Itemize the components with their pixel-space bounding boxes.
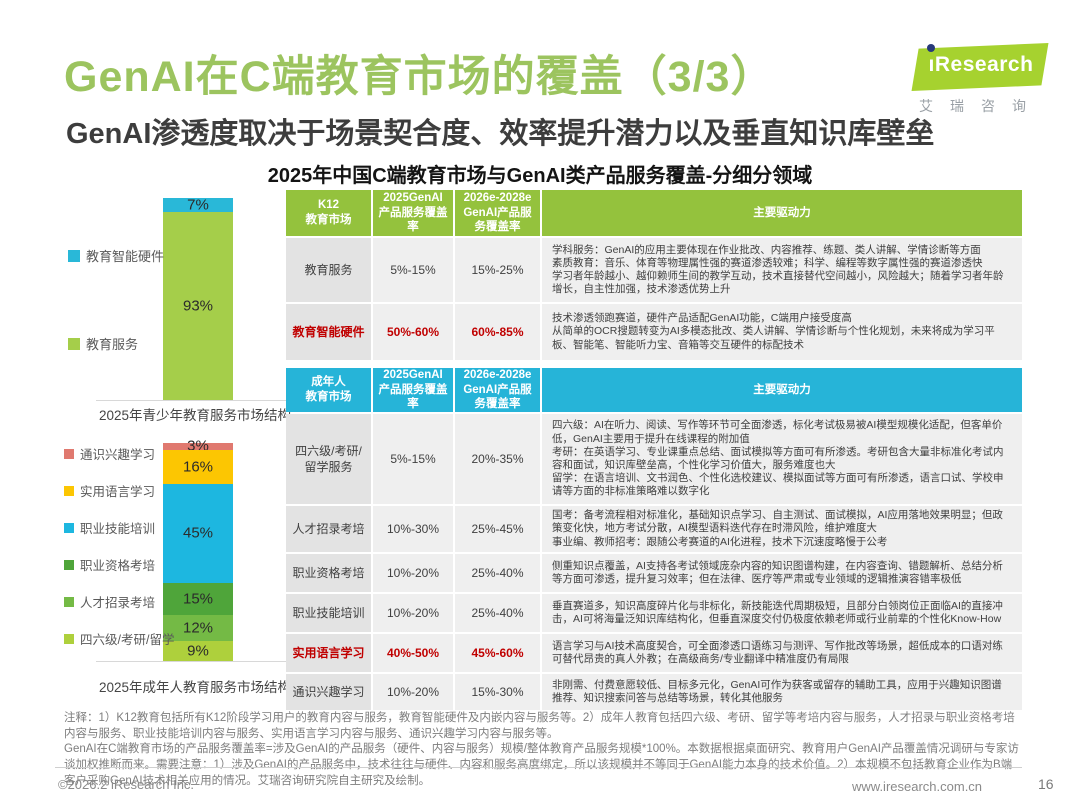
legend-item-general-interest: 通识兴趣学习	[64, 444, 155, 463]
row-label: 职业技能培训	[286, 594, 371, 632]
footnotes: 注释：1）K12教育包括所有K12阶段学习用户的教育内容与服务，教育智能硬件及内…	[64, 712, 1019, 787]
bar-segment-hardware: 7%	[163, 196, 233, 214]
footer-divider	[55, 767, 1022, 768]
coverage-2026-2028-value: 15%-30%	[455, 674, 540, 710]
legend-swatch-icon	[64, 559, 74, 570]
bar-segment-vocational-cert: 15%	[163, 582, 233, 616]
legend-item-language: 实用语言学习	[64, 481, 155, 500]
logo-dot-icon	[927, 44, 935, 52]
coverage-2025-value: 50%-60%	[373, 304, 453, 360]
drivers-cell: 国考：备考流程相对标准化，基础知识点学习、自主测试、面试模拟，AI应用落地效果明…	[542, 506, 1022, 552]
coverage-2026-2028-value: 60%-85%	[455, 304, 540, 360]
adult-market-stacked-bar: 3% 16% 45% 15% 12% 9%	[163, 438, 233, 661]
adult-chart-caption: 2025年成年人教育服务市场结构	[98, 680, 292, 695]
bar-segment-label: 7%	[187, 196, 209, 214]
drivers-cell: 非刚需、付费意愿较低、目标多元化，GenAI可作为获客或留存的辅助工具，应用于兴…	[542, 674, 1022, 710]
page-title: GenAI在C端教育市场的覆盖（3/3）	[64, 53, 775, 101]
chart-baseline	[96, 400, 292, 401]
legend-swatch-icon	[64, 448, 74, 459]
coverage-2025-value: 10%-20%	[373, 594, 453, 632]
bar-segment-label: 9%	[187, 642, 209, 660]
legend-item-vocational-cert: 职业资格考培	[64, 555, 155, 574]
drivers-cell: 技术渗透领跑赛道，硬件产品适配GenAI功能，C端用户接受度高 从简单的OCR搜…	[542, 304, 1022, 360]
page-subtitle: GenAI渗透度取决于场景契合度、效率提升潜力以及垂直知识库壁垒	[66, 118, 935, 150]
column-header: 2025GenAI 产品服务覆盖率	[373, 368, 453, 412]
coverage-2026-2028-value: 45%-60%	[455, 634, 540, 672]
bar-segment-label: 15%	[182, 590, 214, 608]
legend-item-recruitment: 人才招录考培	[64, 592, 155, 611]
bar-segment-label: 45%	[182, 524, 214, 542]
legend-label: 四六级/考研/留学	[80, 633, 175, 647]
row-label: 教育服务	[286, 238, 371, 302]
column-header: 成年人 教育市场	[286, 368, 371, 412]
logo-caption: 艾瑞咨询	[919, 98, 1043, 114]
drivers-cell: 四六级：AI在听力、阅读、写作等环节可全面渗透，标化考试极易被AI模型规模化适配…	[542, 414, 1022, 504]
legend-label: 教育智能硬件	[86, 249, 165, 264]
coverage-2026-2028-value: 25%-40%	[455, 594, 540, 632]
bar-segment-cet-exam: 9%	[163, 641, 233, 661]
legend-label: 实用语言学习	[80, 485, 156, 499]
coverage-2025-value: 5%-15%	[373, 414, 453, 504]
legend-label: 职业资格考培	[80, 559, 156, 573]
row-label: 实用语言学习	[286, 634, 371, 672]
row-label: 四六级/考研/ 留学服务	[286, 414, 371, 504]
legend-swatch-icon	[64, 596, 74, 607]
legend-swatch-icon	[64, 522, 74, 533]
k12-market-table: K12 教育市场 2025GenAI 产品服务覆盖率 2026e-2028e G…	[286, 190, 1022, 360]
legend-swatch-icon	[68, 249, 80, 262]
youth-market-stacked-bar: 7% 93%	[163, 196, 233, 400]
adult-market-table: 成年人 教育市场 2025GenAI 产品服务覆盖率 2026e-2028e G…	[286, 368, 1022, 710]
coverage-2025-value: 10%-20%	[373, 554, 453, 592]
legend-item-services: 教育服务	[68, 334, 138, 353]
coverage-2026-2028-value: 25%-40%	[455, 554, 540, 592]
row-label: 职业资格考培	[286, 554, 371, 592]
coverage-2025-value: 10%-30%	[373, 506, 453, 552]
column-header: 2026e-2028e GenAI产品服 务覆盖率	[455, 368, 540, 412]
legend-item-cet-exam: 四六级/考研/留学	[64, 629, 174, 648]
coverage-2025-value: 10%-20%	[373, 674, 453, 710]
legend-label: 通识兴趣学习	[80, 448, 156, 462]
legend-label: 教育服务	[86, 337, 139, 352]
logo-brand-text: ıResearch	[928, 53, 1034, 76]
page-number: 16	[1038, 776, 1054, 792]
column-header: 2026e-2028e GenAI产品服 务覆盖率	[455, 190, 540, 236]
copyright-text: ©2026.2 iResearch Inc.	[58, 777, 195, 792]
legend-label: 人才招录考培	[80, 596, 156, 610]
bar-segment-recruitment: 12%	[163, 615, 233, 642]
chart-section-title: 2025年中国C端教育市场与GenAI类产品服务覆盖-分细分领域	[267, 165, 813, 187]
column-header: 主要驱动力	[542, 190, 1022, 236]
column-header: 主要驱动力	[542, 368, 1022, 412]
legend-swatch-icon	[64, 633, 74, 644]
row-label: 人才招录考培	[286, 506, 371, 552]
bar-segment-language: 16%	[163, 449, 233, 485]
coverage-2026-2028-value: 20%-35%	[455, 414, 540, 504]
bar-segment-label: 12%	[182, 619, 214, 637]
bar-segment-label: 93%	[182, 297, 214, 315]
drivers-cell: 侧重知识点覆盖，AI支持各考试领域庞杂内容的知识图谱构建，在内容查询、错题解析、…	[542, 554, 1022, 592]
youth-chart-caption: 2025年青少年教育服务市场结构	[98, 408, 292, 423]
coverage-2026-2028-value: 25%-45%	[455, 506, 540, 552]
drivers-cell: 垂直赛道多，知识高度碎片化与非标化，新技能迭代周期极短，且部分白领岗位正面临AI…	[542, 594, 1022, 632]
legend-label: 职业技能培训	[80, 522, 156, 536]
legend-item-vocational-skill: 职业技能培训	[64, 518, 155, 537]
coverage-2025-value: 5%-15%	[373, 238, 453, 302]
drivers-cell: 学科服务：GenAI的应用主要体现在作业批改、内容推荐、练题、类人讲解、学情诊断…	[542, 238, 1022, 302]
row-label: 教育智能硬件	[286, 304, 371, 360]
bar-segment-vocational-skill: 45%	[163, 484, 233, 583]
column-header: K12 教育市场	[286, 190, 371, 236]
bar-segment-label: 16%	[182, 458, 214, 476]
coverage-2026-2028-value: 15%-25%	[455, 238, 540, 302]
iresearch-logo: ıResearch 艾瑞咨询	[905, 22, 1055, 114]
drivers-cell: 语言学习与AI技术高度契合，可全面渗透口语练习与测评、写作批改等场景，超低成本的…	[542, 634, 1022, 672]
coverage-2025-value: 40%-50%	[373, 634, 453, 672]
legend-swatch-icon	[64, 485, 74, 496]
website-link[interactable]: www.iresearch.com.cn	[852, 779, 983, 794]
legend-swatch-icon	[68, 337, 80, 350]
legend-item-hardware: 教育智能硬件	[68, 246, 164, 265]
bar-segment-services: 93%	[163, 212, 233, 400]
chart-baseline	[96, 661, 292, 662]
column-header: 2025GenAI 产品服务覆盖率	[373, 190, 453, 236]
row-label: 通识兴趣学习	[286, 674, 371, 710]
